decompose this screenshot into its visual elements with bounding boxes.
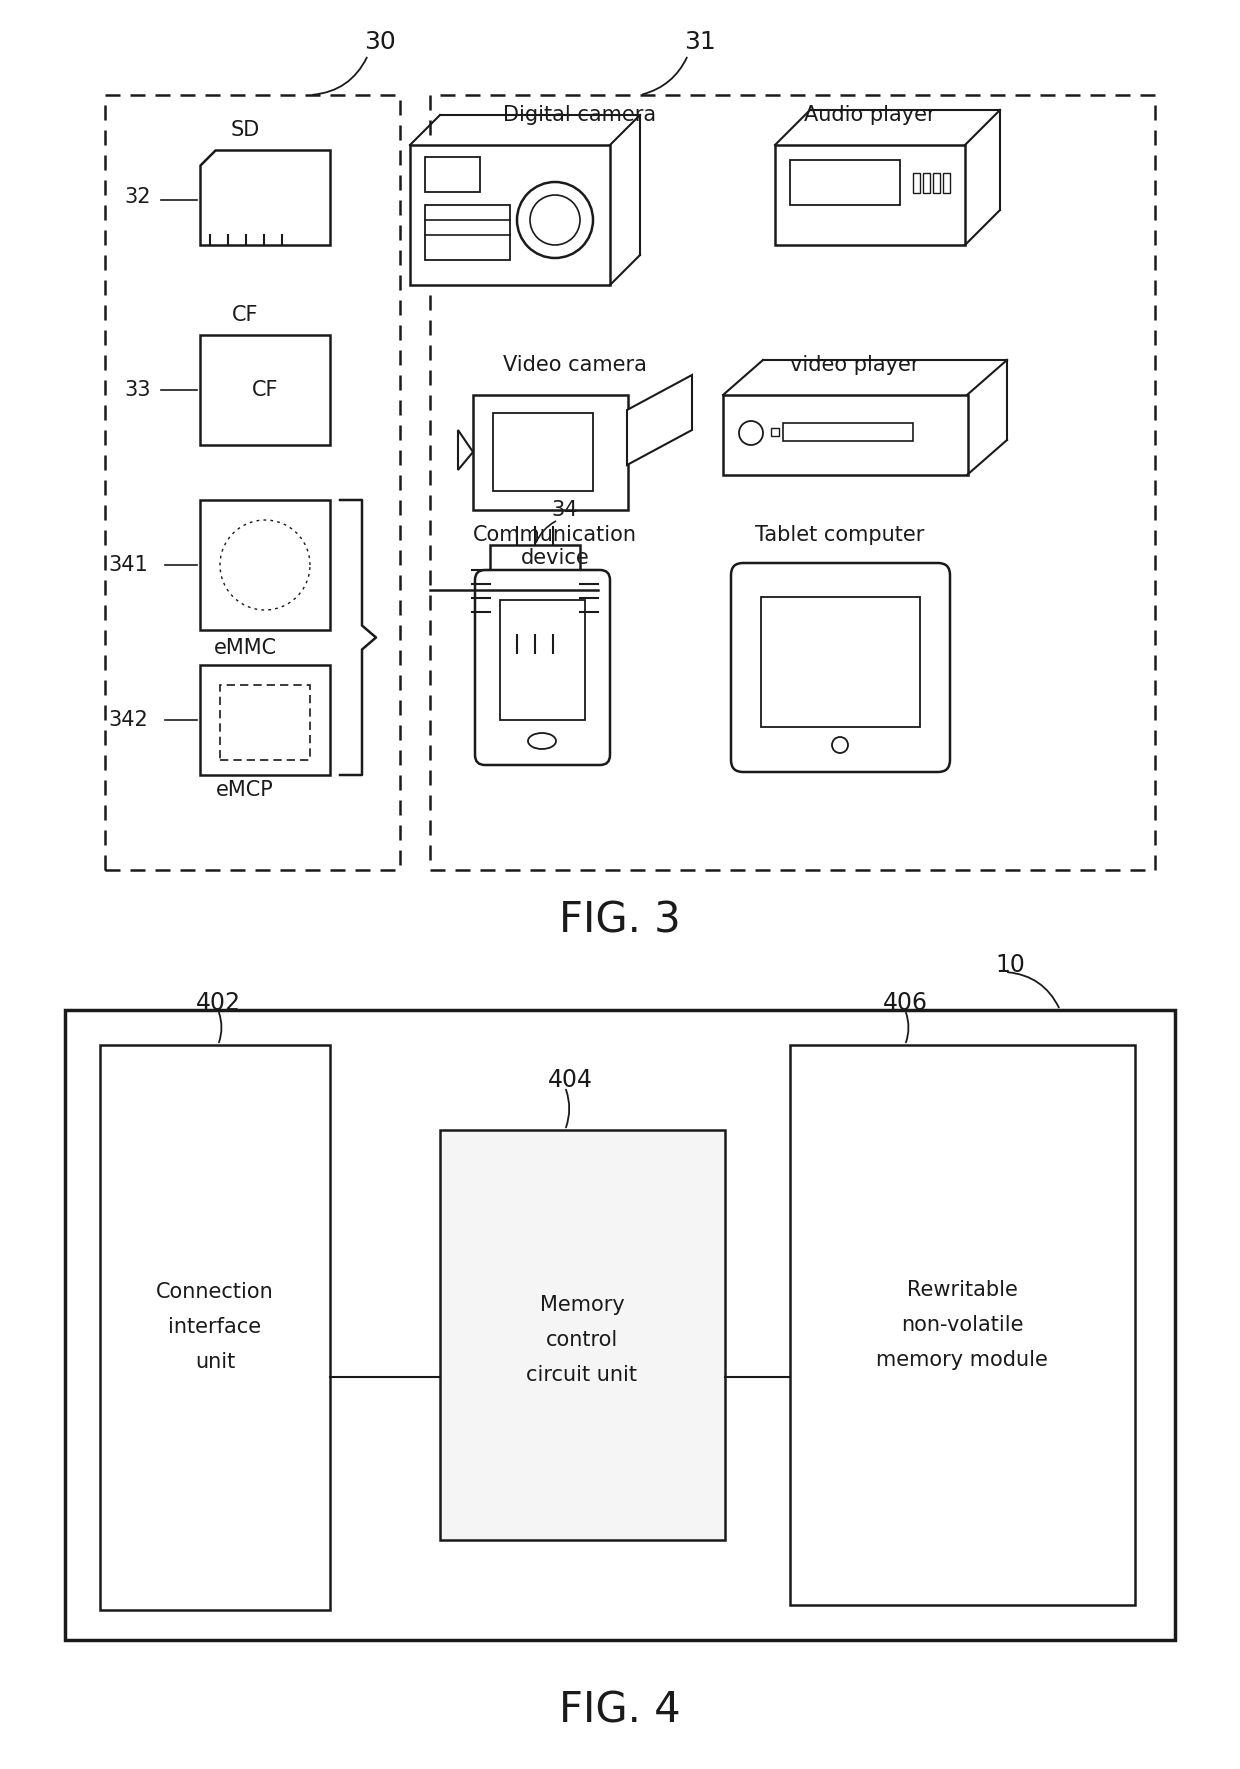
Text: CF: CF xyxy=(252,380,278,400)
Text: CF: CF xyxy=(232,304,258,325)
FancyBboxPatch shape xyxy=(732,563,950,771)
Bar xyxy=(500,600,585,720)
Bar xyxy=(942,173,950,193)
Circle shape xyxy=(529,195,580,244)
Text: video player: video player xyxy=(790,356,920,375)
Text: eMMC: eMMC xyxy=(213,639,277,658)
Bar xyxy=(410,145,610,285)
Bar xyxy=(425,205,510,260)
Bar xyxy=(200,501,330,630)
Bar xyxy=(790,159,900,205)
Text: 33: 33 xyxy=(125,380,151,400)
Bar xyxy=(490,545,580,635)
Text: Connection: Connection xyxy=(156,1283,274,1302)
Circle shape xyxy=(739,421,763,446)
Bar xyxy=(219,685,310,761)
Text: 342: 342 xyxy=(108,709,148,731)
Text: control: control xyxy=(546,1330,618,1350)
FancyBboxPatch shape xyxy=(475,570,610,764)
Circle shape xyxy=(832,738,848,754)
Bar xyxy=(771,428,779,435)
Text: Communication: Communication xyxy=(472,525,637,545)
Text: 10: 10 xyxy=(994,953,1025,976)
Bar xyxy=(430,96,1154,870)
Bar xyxy=(494,412,593,492)
Text: 31: 31 xyxy=(684,30,715,55)
Text: 402: 402 xyxy=(196,991,241,1015)
Bar xyxy=(200,334,330,446)
Text: Digital camera: Digital camera xyxy=(503,104,656,126)
Bar xyxy=(775,145,965,244)
Text: non-volatile: non-volatile xyxy=(900,1314,1023,1336)
Polygon shape xyxy=(200,150,330,244)
Ellipse shape xyxy=(528,732,556,748)
Text: unit: unit xyxy=(195,1352,236,1373)
Bar xyxy=(425,157,480,193)
Text: device: device xyxy=(521,548,589,568)
Text: Video camera: Video camera xyxy=(503,356,647,375)
Text: eMCP: eMCP xyxy=(216,780,274,800)
Bar xyxy=(472,394,627,509)
Text: Memory: Memory xyxy=(539,1295,625,1314)
Bar xyxy=(932,173,940,193)
Text: 406: 406 xyxy=(883,991,928,1015)
Bar xyxy=(913,173,920,193)
Text: circuit unit: circuit unit xyxy=(527,1366,637,1385)
Text: FIG. 3: FIG. 3 xyxy=(559,899,681,941)
Text: 404: 404 xyxy=(548,1068,593,1091)
Bar xyxy=(100,1045,330,1610)
Bar xyxy=(200,665,330,775)
Circle shape xyxy=(517,182,593,258)
Bar xyxy=(761,596,920,727)
Bar xyxy=(723,394,968,476)
Text: 32: 32 xyxy=(125,188,151,207)
Text: SD: SD xyxy=(231,120,259,140)
Bar xyxy=(105,96,401,870)
Text: FIG. 4: FIG. 4 xyxy=(559,1689,681,1732)
Text: 30: 30 xyxy=(365,30,396,55)
Bar xyxy=(64,1010,1176,1640)
Polygon shape xyxy=(627,375,692,465)
Bar xyxy=(782,423,913,440)
Text: memory module: memory module xyxy=(877,1350,1048,1369)
Bar xyxy=(790,1045,1135,1604)
Polygon shape xyxy=(458,430,472,471)
Text: 34: 34 xyxy=(552,501,578,520)
Text: Tablet computer: Tablet computer xyxy=(755,525,925,545)
Text: interface: interface xyxy=(169,1316,262,1337)
Bar xyxy=(923,173,930,193)
Text: 341: 341 xyxy=(108,555,148,575)
Text: Rewritable: Rewritable xyxy=(906,1281,1018,1300)
Bar xyxy=(440,1130,725,1541)
Text: Audio player: Audio player xyxy=(805,104,936,126)
